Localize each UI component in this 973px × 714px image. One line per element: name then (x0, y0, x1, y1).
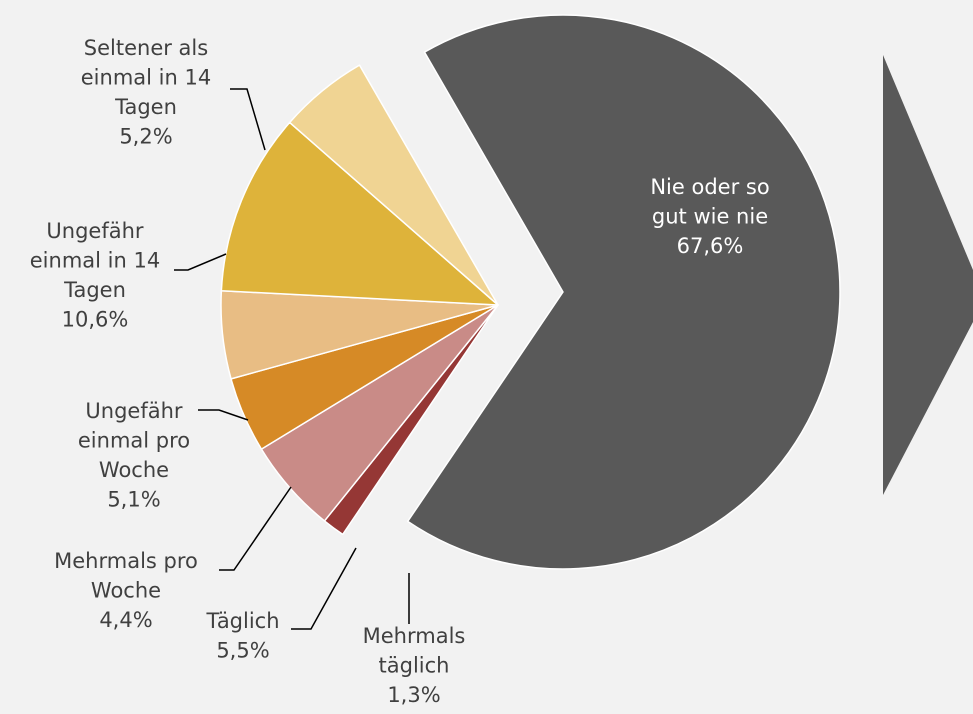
slice-category-label: Ungefähr (85, 399, 183, 423)
slice-label-0: Nie oder so gut wie nie 67,6% (650, 175, 769, 258)
slice-category-label: einmal pro (78, 429, 190, 453)
leader-line-6 (230, 88, 266, 151)
slice-category-label: einmal in 14 (81, 66, 211, 90)
slice-category-label: Tagen (63, 278, 126, 302)
slice-value-label: 10,6% (62, 308, 129, 332)
leader-line-2 (291, 547, 357, 630)
slice-category-label: Tagen (114, 95, 177, 119)
slice-label-3: Mehrmals pro Woche 4,4% (54, 549, 198, 632)
slice-value-label: 1,3% (387, 683, 440, 707)
slice-label-4: Ungefähr einmal pro Woche 5,1% (78, 399, 190, 512)
leader-line-5 (174, 253, 227, 271)
leader-line-3 (219, 486, 292, 571)
slice-category-label: Woche (91, 579, 161, 603)
slice-value-label: 5,2% (119, 125, 172, 149)
pie-slice-0 (406, 14, 841, 570)
slice-value-label: 4,4% (99, 608, 152, 632)
leader-lines-group (174, 88, 410, 630)
slice-value-label: 5,1% (107, 488, 160, 512)
pie-slice-5 (220, 121, 499, 306)
slice-value-label: 67,6% (677, 234, 744, 258)
slice-category-label: Mehrmals pro (54, 549, 198, 573)
slice-category-label: Nie oder so (650, 175, 769, 199)
slice-label-2: Täglich 5,5% (205, 609, 279, 663)
slice-label-5: Ungefähr einmal in 14 Tagen 10,6% (30, 219, 160, 332)
slice-label-6: Seltener als einmal in 14 Tagen 5,2% (81, 36, 211, 149)
labels-group: Nie oder so gut wie nie 67,6% Mehrmals tägli… (30, 36, 770, 707)
slice-category-label: Woche (99, 458, 169, 482)
slice-category-label: einmal in 14 (30, 249, 160, 273)
pie-slice-6 (288, 64, 499, 306)
slice-label-1: Mehrmals täglich 1,3% (363, 624, 466, 707)
leader-line-4 (198, 409, 249, 421)
slice-category-label: täglich (379, 654, 450, 678)
slice-value-label: 5,5% (216, 639, 269, 663)
slice-category-label: Ungefähr (46, 219, 144, 243)
slice-category-label: gut wie nie (652, 205, 768, 229)
slices-group (220, 14, 841, 570)
slice-category-label: Täglich (205, 609, 279, 633)
slice-category-label: Mehrmals (363, 624, 466, 648)
slice-category-label: Seltener als (84, 36, 208, 60)
chevron-arrow-shape (883, 55, 973, 495)
